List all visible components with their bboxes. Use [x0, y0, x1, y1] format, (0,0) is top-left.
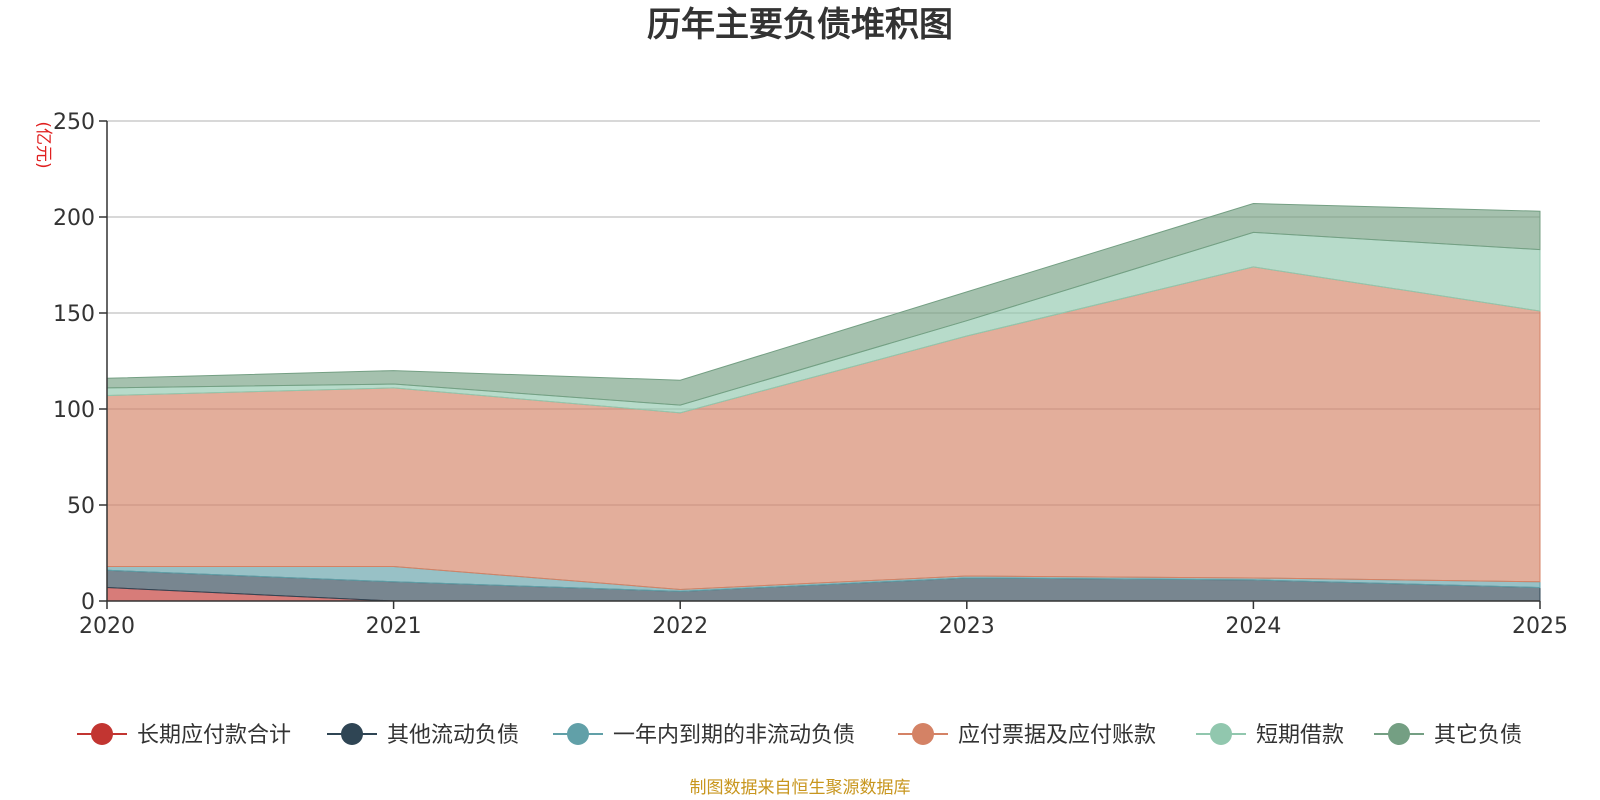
legend-label: 其他流动负债: [387, 723, 519, 748]
y-tick-label: 250: [53, 110, 95, 135]
y-tick-label: 150: [53, 302, 95, 327]
legend-item-0[interactable]: 长期应付款合计: [77, 723, 291, 748]
y-axis-unit: (亿元): [33, 121, 53, 168]
y-tick-label: 50: [67, 494, 95, 519]
legend-marker: [912, 723, 934, 745]
x-tick-label: 2020: [79, 614, 135, 639]
x-tick-label: 2022: [652, 614, 708, 639]
x-tick-label: 2021: [366, 614, 422, 639]
y-tick-label: 100: [53, 398, 95, 423]
legend-marker: [91, 723, 113, 745]
y-tick-label: 0: [81, 590, 95, 615]
legend-item-5[interactable]: 其它负债: [1374, 723, 1522, 748]
legend-label: 长期应付款合计: [137, 723, 291, 748]
area-series-3: [106, 266, 1541, 590]
axes: 0 50 100 150 200 250 2020 2021 2022 2023 2024 2025: [53, 110, 1568, 639]
legend: 长期应付款合计 其他流动负债 一年内到期的非流动负债 应付票据及应付账款 短期借款 其它负…: [77, 723, 1522, 748]
legend-item-3[interactable]: 应付票据及应付账款: [898, 723, 1156, 748]
legend-marker: [1210, 723, 1232, 745]
legend-marker: [567, 723, 589, 745]
y-tick-label: 200: [53, 206, 95, 231]
legend-marker: [341, 723, 363, 745]
area-series-5: [106, 203, 1541, 406]
series-areas: [106, 203, 1541, 602]
legend-label: 应付票据及应付账款: [958, 723, 1156, 748]
legend-item-2[interactable]: 一年内到期的非流动负债: [553, 723, 855, 748]
legend-item-1[interactable]: 其他流动负债: [327, 723, 519, 748]
legend-marker: [1388, 723, 1410, 745]
x-tick-label: 2024: [1225, 614, 1281, 639]
data-source-note: 制图数据来自恒生聚源数据库: [690, 778, 911, 798]
x-tick-label: 2025: [1512, 614, 1568, 639]
x-tick-label: 2023: [939, 614, 995, 639]
legend-label: 其它负债: [1434, 723, 1522, 748]
legend-label: 短期借款: [1256, 723, 1344, 748]
legend-item-4[interactable]: 短期借款: [1196, 723, 1344, 748]
chart-title: 历年主要负债堆积图: [647, 5, 953, 45]
legend-label: 一年内到期的非流动负债: [613, 723, 855, 748]
